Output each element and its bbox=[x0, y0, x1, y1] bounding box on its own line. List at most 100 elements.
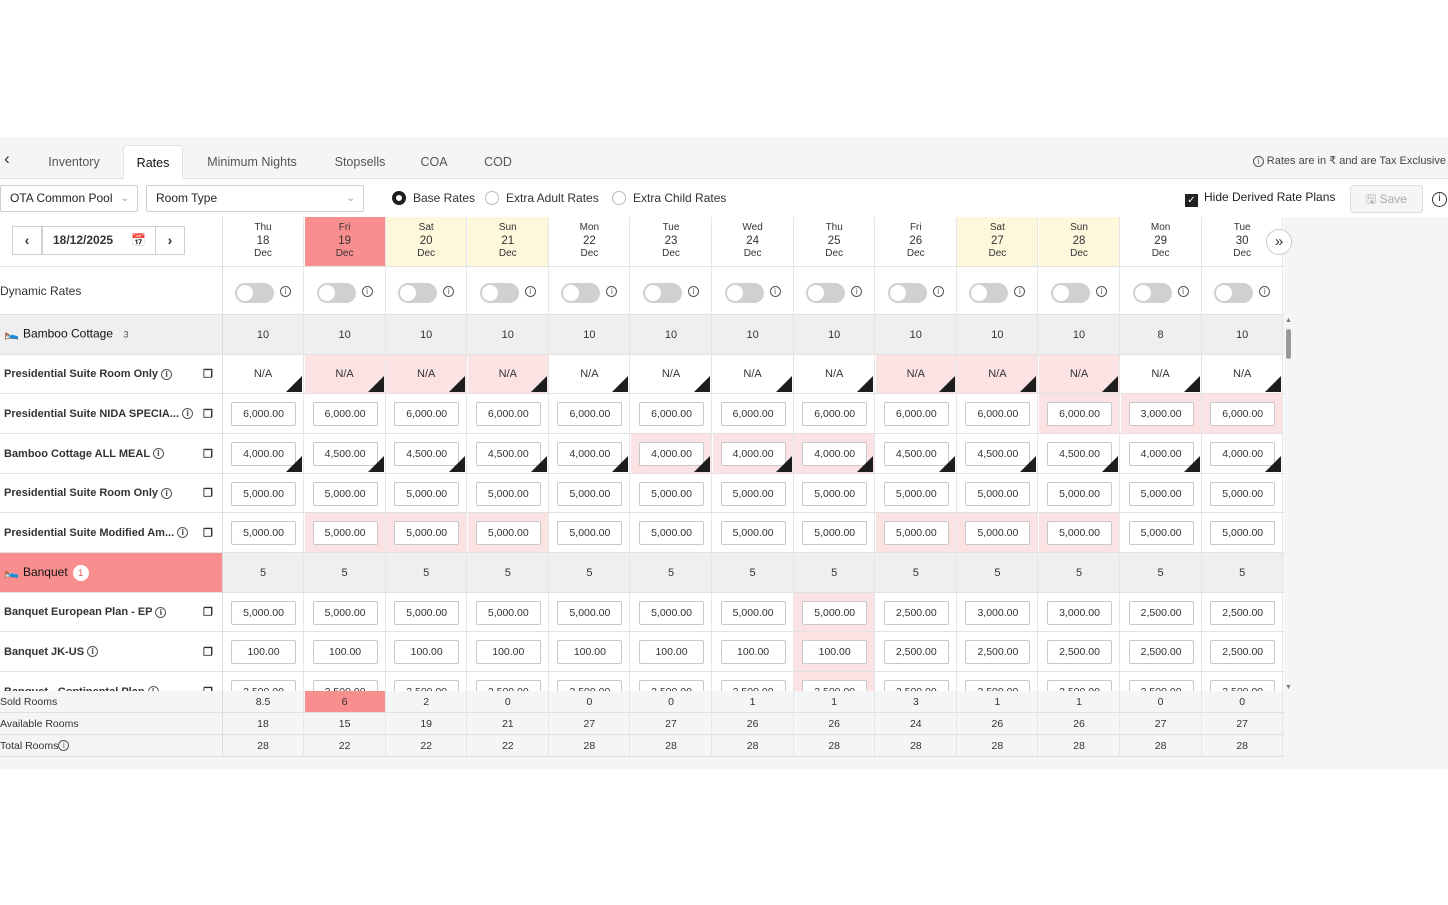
dynamic-rate-toggle[interactable] bbox=[643, 283, 682, 303]
rate-input[interactable]: 6,000.00 bbox=[231, 402, 296, 426]
rate-input[interactable]: 5,000.00 bbox=[475, 482, 541, 506]
tab-inventory[interactable]: Inventory bbox=[48, 155, 100, 169]
info-icon[interactable]: i bbox=[524, 286, 536, 297]
copy-icon[interactable]: ❐ bbox=[203, 368, 213, 381]
dynamic-rate-toggle[interactable] bbox=[561, 283, 601, 303]
info-icon[interactable]: i bbox=[177, 527, 189, 539]
rate-input[interactable]: 6,000.00 bbox=[1047, 402, 1112, 426]
copy-icon[interactable]: ❐ bbox=[203, 487, 213, 500]
rate-input[interactable]: 5,000.00 bbox=[312, 482, 378, 506]
date-input[interactable]: 18/12/2025 📅 bbox=[42, 226, 156, 255]
dynamic-rate-toggle[interactable] bbox=[398, 283, 438, 303]
rate-input[interactable]: 4,500.00 bbox=[883, 442, 949, 466]
rate-input[interactable]: 5,000.00 bbox=[557, 521, 623, 545]
rate-input[interactable]: 2,500.00 bbox=[557, 680, 623, 691]
rate-input[interactable]: 2,500.00 bbox=[639, 680, 704, 691]
info-icon[interactable]: i bbox=[1177, 286, 1189, 297]
rate-input[interactable]: 2,500.00 bbox=[231, 680, 296, 691]
rate-input[interactable]: 4,500.00 bbox=[965, 442, 1031, 466]
copy-icon[interactable]: ❐ bbox=[203, 646, 213, 658]
rate-input[interactable]: 100.00 bbox=[312, 640, 378, 664]
rate-input[interactable]: 6,000.00 bbox=[312, 402, 378, 426]
info-icon[interactable]: i bbox=[1259, 286, 1271, 297]
rate-input[interactable]: 6,000.00 bbox=[883, 402, 949, 426]
rate-input[interactable]: 2,500.00 bbox=[1128, 640, 1194, 664]
rate-input[interactable]: 5,000.00 bbox=[1047, 521, 1112, 545]
radio-extra-adult-rates[interactable]: Extra Adult Rates bbox=[485, 191, 599, 205]
rate-input[interactable]: 100.00 bbox=[475, 640, 541, 664]
rate-input[interactable]: 5,000.00 bbox=[231, 601, 296, 625]
scroll-down-icon[interactable]: ▼ bbox=[1285, 684, 1292, 691]
rate-input[interactable]: 5,000.00 bbox=[720, 482, 786, 506]
info-icon[interactable]: i bbox=[182, 408, 194, 420]
dynamic-rate-toggle[interactable] bbox=[806, 283, 846, 303]
dynamic-rate-toggle[interactable] bbox=[235, 283, 274, 303]
pool-select[interactable]: OTA Common Pool ⌄ bbox=[0, 185, 138, 212]
rate-input[interactable]: 5,000.00 bbox=[394, 521, 460, 545]
rate-input[interactable]: 3,000.00 bbox=[1047, 601, 1112, 625]
rate-input[interactable]: 5,000.00 bbox=[1047, 482, 1112, 506]
rate-input[interactable]: 2,500.00 bbox=[965, 640, 1031, 664]
rate-input[interactable]: 2,500.00 bbox=[1210, 680, 1276, 691]
rate-input[interactable]: 5,000.00 bbox=[231, 482, 296, 506]
copy-icon[interactable]: ❐ bbox=[203, 685, 213, 691]
dynamic-rate-toggle[interactable] bbox=[887, 283, 927, 303]
rate-input[interactable]: 6,000.00 bbox=[394, 402, 460, 426]
info-icon[interactable]: i bbox=[161, 487, 173, 499]
rate-input[interactable]: 2,500.00 bbox=[475, 680, 541, 691]
rate-input[interactable]: 2,500.00 bbox=[720, 680, 786, 691]
rate-input[interactable]: 4,000.00 bbox=[802, 442, 868, 466]
copy-icon[interactable]: ❐ bbox=[203, 527, 213, 539]
next-week-button[interactable]: » bbox=[1266, 229, 1292, 255]
tab-minimum-nights[interactable]: Minimum Nights bbox=[207, 155, 297, 169]
rate-input[interactable]: 100.00 bbox=[639, 640, 704, 664]
info-icon[interactable]: i bbox=[280, 286, 291, 297]
info-icon[interactable]: i bbox=[606, 286, 618, 297]
rate-input[interactable]: 5,000.00 bbox=[1128, 482, 1194, 506]
rate-input[interactable]: 4,500.00 bbox=[475, 442, 541, 466]
rate-input[interactable]: 4,000.00 bbox=[231, 442, 296, 466]
info-icon[interactable]: i bbox=[87, 646, 99, 658]
rate-input[interactable]: 5,000.00 bbox=[475, 601, 541, 625]
rate-input[interactable]: 5,000.00 bbox=[312, 521, 378, 545]
rate-input[interactable]: 5,000.00 bbox=[1128, 521, 1194, 545]
dynamic-rate-toggle[interactable] bbox=[1132, 283, 1172, 303]
save-button[interactable]: 🖫 Save bbox=[1350, 185, 1423, 213]
scroll-thumb[interactable] bbox=[1286, 329, 1291, 359]
rate-input[interactable]: 5,000.00 bbox=[883, 482, 949, 506]
rate-input[interactable]: 6,000.00 bbox=[557, 402, 623, 426]
hide-derived-checkbox[interactable]: ✓ Hide Derived Rate Plans bbox=[1185, 190, 1335, 207]
rate-input[interactable]: 4,000.00 bbox=[1128, 442, 1194, 466]
rate-input[interactable]: 4,500.00 bbox=[312, 442, 378, 466]
info-icon[interactable]: i bbox=[1096, 286, 1107, 297]
rate-input[interactable]: 5,000.00 bbox=[802, 521, 868, 545]
rate-input[interactable]: 5,000.00 bbox=[639, 482, 704, 506]
back-chevron-icon[interactable]: ‹ bbox=[4, 149, 10, 168]
info-icon[interactable]: i bbox=[161, 368, 173, 380]
info-icon[interactable]: i bbox=[688, 286, 699, 297]
rate-input[interactable]: 5,000.00 bbox=[1210, 521, 1276, 545]
room-type-select[interactable]: Room Type ⌄ bbox=[146, 185, 364, 212]
rate-input[interactable]: 5,000.00 bbox=[639, 521, 704, 545]
dynamic-rate-toggle[interactable] bbox=[1214, 283, 1254, 303]
calendar-icon[interactable]: 📅 bbox=[131, 233, 146, 247]
dynamic-rate-toggle[interactable] bbox=[479, 283, 519, 303]
rate-input[interactable]: 5,000.00 bbox=[720, 601, 786, 625]
rate-input[interactable]: 5,000.00 bbox=[639, 601, 704, 625]
dynamic-rate-toggle[interactable] bbox=[969, 283, 1009, 303]
info-icon[interactable]: i bbox=[155, 606, 167, 618]
tab-rates[interactable]: Rates bbox=[123, 145, 183, 179]
rate-input[interactable]: 2,500.00 bbox=[1210, 640, 1276, 664]
rate-input[interactable]: 5,000.00 bbox=[231, 521, 296, 545]
rate-input[interactable]: 5,000.00 bbox=[312, 601, 378, 625]
info-icon[interactable]: i bbox=[932, 286, 944, 297]
dynamic-rate-toggle[interactable] bbox=[316, 283, 356, 303]
rate-input[interactable]: 100.00 bbox=[802, 640, 868, 664]
rate-input[interactable]: 3,000.00 bbox=[1128, 402, 1194, 426]
rate-input[interactable]: 6,000.00 bbox=[965, 402, 1031, 426]
info-icon[interactable]: i bbox=[851, 286, 863, 297]
radio-base-rates[interactable]: Base Rates bbox=[392, 191, 475, 205]
rate-input[interactable]: 2,500.00 bbox=[1047, 680, 1112, 691]
rate-input[interactable]: 5,000.00 bbox=[802, 482, 868, 506]
radio-extra-child-rates[interactable]: Extra Child Rates bbox=[612, 191, 726, 205]
